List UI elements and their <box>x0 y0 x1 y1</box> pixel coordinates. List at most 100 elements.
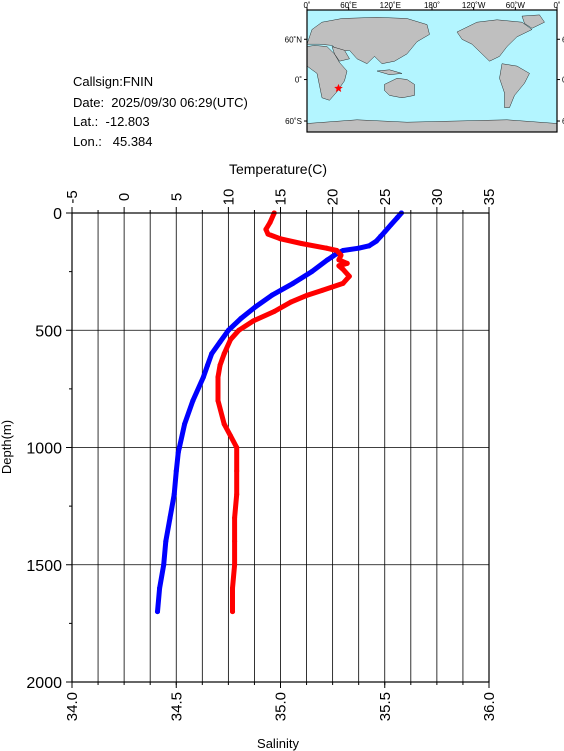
temperature-tick-label: 30 <box>429 189 446 206</box>
salinity-profile-point <box>250 318 256 324</box>
salinity-profile-point <box>215 374 221 380</box>
map-landmass <box>376 69 403 75</box>
salinity-profile-point <box>340 280 346 286</box>
temperature-profile-point <box>340 248 346 254</box>
temperature-profile-point <box>176 445 182 450</box>
salinity-profile-point <box>234 491 240 497</box>
salinity-tick-label: 34.0 <box>64 692 81 721</box>
map-longitude-label: 60˚E <box>340 1 357 10</box>
salinity-profile-point <box>278 236 283 242</box>
temperature-profile-point <box>167 515 173 521</box>
salinity-profile-point <box>232 562 238 568</box>
salinity-profile-point <box>221 351 227 357</box>
temperature-profile-point <box>175 449 181 455</box>
temperature-profile-point <box>190 398 196 404</box>
temperature-profile-point <box>182 421 188 427</box>
salinity-profile-point <box>234 445 240 450</box>
salinity-profile-point <box>221 421 227 427</box>
temperature-tick-label: 35 <box>481 189 498 206</box>
map-longitude-label: 0˚ <box>553 1 560 10</box>
temperature-profile-point <box>378 233 384 239</box>
date-label: Date: 2025/09/30 06:29(UTC) <box>73 95 248 110</box>
temperature-profile-point <box>330 253 336 259</box>
salinity-profile-point <box>271 308 277 314</box>
temperature-profile-point <box>225 327 231 333</box>
salinity-tick-label: 34.5 <box>168 692 185 721</box>
salinity-profile-point <box>227 337 233 343</box>
temperature-profile-point <box>205 362 211 368</box>
map-landmass <box>499 63 530 108</box>
temperature-profile-point <box>269 292 275 298</box>
temperature-profile-point <box>238 316 244 322</box>
map-latitude-label: 60˚S <box>285 117 302 126</box>
temperature-profile-point <box>366 243 372 249</box>
salinity-profile-point <box>215 398 221 404</box>
chart-series <box>154 210 404 615</box>
salinity-profile-point <box>217 362 223 368</box>
chart-grid <box>72 213 489 682</box>
temperature-profile-point <box>161 562 167 568</box>
map-landmass <box>521 14 545 29</box>
map-ticks: 0˚ 60˚E 120˚E 180˚ 120˚W 60˚W 0˚ 60˚N 60˚N 0˚ 0˚ 60… <box>285 1 564 126</box>
salinity-profile-point <box>336 257 342 263</box>
salinity-profile-point <box>232 515 238 521</box>
map-longitude-label: 0˚ <box>303 1 310 10</box>
temperature-profile-point <box>157 585 163 591</box>
temperature-tick-label: 5 <box>168 193 185 201</box>
depth-tick-label: 2000 <box>26 675 62 692</box>
temperature-tick-label: 25 <box>377 189 394 206</box>
map-land <box>306 14 558 133</box>
salinity-tick-label: 35.0 <box>273 692 290 721</box>
salinity-profile-point <box>334 248 340 254</box>
temperature-profile-point <box>356 245 362 251</box>
salinity-profile-point <box>263 226 269 232</box>
temperature-tick-label: 20 <box>325 189 342 206</box>
map-latitude-label-right: 60˚N <box>562 35 564 44</box>
salinity-profile-point <box>232 538 238 544</box>
depth-tick-label: 500 <box>35 323 62 340</box>
temperature-profile-point <box>388 222 394 228</box>
depth-tick-label: 1000 <box>26 441 62 458</box>
temperature-profile-point <box>217 339 223 345</box>
temperature-tick-label: -5 <box>64 190 81 203</box>
temperature-tick-label: 0 <box>116 193 133 201</box>
map-latitude-label: 60˚N <box>285 35 303 44</box>
salinity-profile-point <box>346 273 352 279</box>
depth-tick-label: 1500 <box>26 558 62 575</box>
salinity-tick-label: 35.5 <box>377 692 394 721</box>
depth-tick-label: 0 <box>53 206 62 223</box>
map-landmass <box>306 45 348 101</box>
temperature-profile-point <box>309 269 315 275</box>
temperature-profile-point <box>154 609 160 615</box>
station-marker <box>334 83 343 92</box>
salinity-profile-point <box>305 292 311 298</box>
salinity-axis-title: Salinity <box>257 736 299 751</box>
temperature-profile-point <box>171 491 177 497</box>
temperature-profile-point <box>382 229 388 235</box>
map-landmass <box>384 78 415 99</box>
salinity-profile-point <box>323 245 329 251</box>
map-latitude-label-right: 60˚S <box>562 117 564 126</box>
temperature-profile-point <box>290 280 296 286</box>
salinity-profile-point <box>267 219 273 225</box>
temperature-profile-line <box>155 210 404 615</box>
location-map: 0˚ 60˚E 120˚E 180˚ 120˚W 60˚W 0˚ 60˚N 60˚N 0˚ 0˚ 60… <box>285 1 564 133</box>
salinity-profile-point <box>227 433 233 439</box>
salinity-profile-point <box>236 327 242 333</box>
map-landmass <box>456 19 533 62</box>
salinity-profile-point <box>340 266 346 272</box>
temperature-profile-point <box>200 374 206 380</box>
map-landmass <box>331 46 350 62</box>
temperature-profile-point <box>373 238 379 244</box>
salinity-profile-point <box>338 252 344 258</box>
salinity-profile-point <box>234 468 240 474</box>
salinity-profile-point <box>230 585 236 591</box>
salinity-profile-line <box>215 210 352 615</box>
salinity-profile-point <box>344 260 350 266</box>
temperature-profile-point <box>252 304 258 310</box>
map-longitude-label: 120˚W <box>462 1 486 10</box>
salinity-profile-point <box>230 609 236 615</box>
temperature-profile-point <box>324 257 330 263</box>
